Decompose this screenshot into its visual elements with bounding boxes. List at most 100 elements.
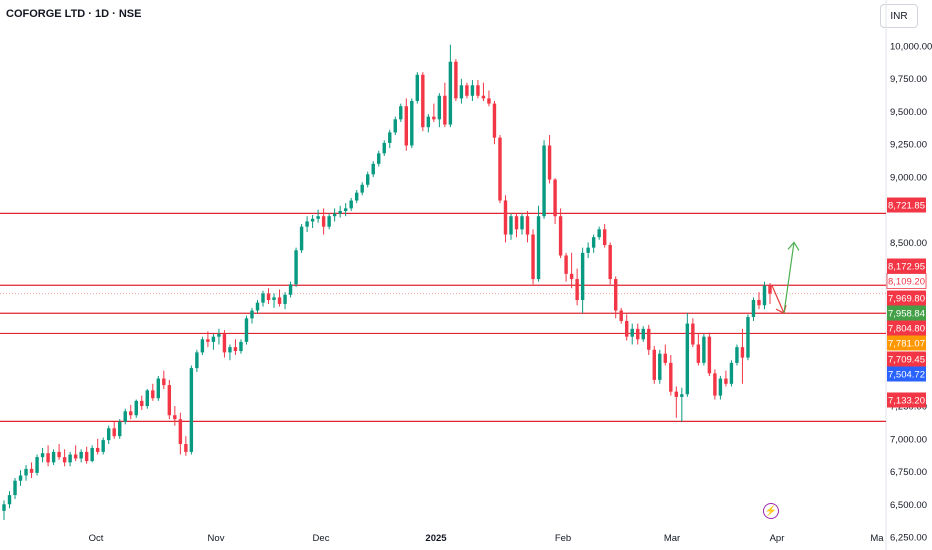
candle[interactable] xyxy=(7,491,12,509)
candle[interactable] xyxy=(349,197,353,211)
candle[interactable] xyxy=(162,370,166,390)
candle[interactable] xyxy=(151,383,155,401)
candle[interactable] xyxy=(443,82,447,128)
candle[interactable] xyxy=(184,436,188,456)
candle[interactable] xyxy=(343,203,348,217)
candle[interactable] xyxy=(35,454,39,476)
candle[interactable] xyxy=(173,406,177,426)
candle[interactable] xyxy=(503,195,508,243)
candle[interactable] xyxy=(487,90,491,107)
symbol-title[interactable]: COFORGE LTD · 1D · NSE xyxy=(6,8,142,20)
candle[interactable] xyxy=(498,135,502,204)
candle[interactable] xyxy=(707,332,712,376)
candle[interactable] xyxy=(421,72,425,132)
candle[interactable] xyxy=(658,349,662,384)
candle[interactable] xyxy=(586,242,590,259)
candle[interactable] xyxy=(630,323,634,345)
candle[interactable] xyxy=(619,307,623,324)
candle[interactable] xyxy=(79,449,83,463)
candle[interactable] xyxy=(112,421,116,439)
candle[interactable] xyxy=(377,150,381,167)
candle[interactable] xyxy=(360,182,364,196)
candle[interactable] xyxy=(751,297,756,321)
candle[interactable] xyxy=(90,445,94,463)
candle[interactable] xyxy=(327,213,331,230)
candle[interactable] xyxy=(321,208,326,235)
event-bolt-icon[interactable]: ⚡ xyxy=(763,503,779,519)
candle[interactable] xyxy=(261,290,265,307)
candle[interactable] xyxy=(244,315,249,345)
candle[interactable] xyxy=(250,307,254,324)
candle[interactable] xyxy=(437,93,442,128)
candle[interactable] xyxy=(399,103,403,122)
candle[interactable] xyxy=(84,446,89,464)
candle[interactable] xyxy=(118,419,122,439)
candle[interactable] xyxy=(663,344,668,366)
candle[interactable] xyxy=(602,224,607,248)
candle[interactable] xyxy=(167,379,172,420)
candle[interactable] xyxy=(393,116,397,136)
candle[interactable] xyxy=(283,292,287,310)
candle[interactable] xyxy=(134,399,138,418)
candle[interactable] xyxy=(580,247,585,314)
candle[interactable] xyxy=(746,314,750,361)
candle[interactable] xyxy=(729,360,734,387)
candle[interactable] xyxy=(305,216,309,232)
candle[interactable] xyxy=(101,437,105,455)
candle[interactable] xyxy=(492,100,497,145)
candle[interactable] xyxy=(123,408,127,425)
candle[interactable] xyxy=(647,324,651,356)
candle[interactable] xyxy=(277,289,282,307)
candle[interactable] xyxy=(685,313,690,397)
candle[interactable] xyxy=(129,404,133,420)
candle[interactable] xyxy=(29,462,34,479)
candle[interactable] xyxy=(13,478,17,500)
candle[interactable] xyxy=(338,205,342,218)
candle[interactable] xyxy=(718,375,723,400)
candle[interactable] xyxy=(354,190,359,204)
candle[interactable] xyxy=(569,252,574,289)
candle[interactable] xyxy=(613,276,618,319)
candle[interactable] xyxy=(200,336,205,356)
candle[interactable] xyxy=(476,80,480,99)
candle[interactable] xyxy=(481,82,486,101)
projection-up-arrow[interactable] xyxy=(783,242,795,314)
candle[interactable] xyxy=(288,281,293,298)
candle[interactable] xyxy=(371,161,375,177)
candle[interactable] xyxy=(762,281,767,310)
candle[interactable] xyxy=(18,470,23,486)
candle[interactable] xyxy=(382,140,386,156)
candle[interactable] xyxy=(597,226,601,240)
candle[interactable] xyxy=(432,103,436,122)
candle[interactable] xyxy=(211,334,216,350)
candle[interactable] xyxy=(641,326,645,342)
candle[interactable] xyxy=(239,339,243,354)
candle[interactable] xyxy=(591,234,596,253)
candle[interactable] xyxy=(332,208,337,222)
candle[interactable] xyxy=(228,344,232,361)
candle[interactable] xyxy=(558,208,563,259)
candle[interactable] xyxy=(95,438,100,455)
candle[interactable] xyxy=(547,135,552,184)
candle[interactable] xyxy=(465,82,469,99)
candle[interactable] xyxy=(410,98,414,149)
candle[interactable] xyxy=(255,300,260,314)
candle[interactable] xyxy=(233,339,238,356)
candle[interactable] xyxy=(272,293,276,308)
projection-down-arrow[interactable] xyxy=(771,285,785,314)
candle[interactable] xyxy=(454,59,458,101)
candle[interactable] xyxy=(625,314,629,341)
candle[interactable] xyxy=(62,449,67,467)
candle[interactable] xyxy=(696,334,701,366)
candle[interactable] xyxy=(636,323,640,345)
candle[interactable] xyxy=(404,98,408,151)
candle[interactable] xyxy=(713,369,717,400)
candle[interactable] xyxy=(525,210,530,243)
candle[interactable] xyxy=(68,451,72,467)
candle[interactable] xyxy=(46,445,50,467)
candle[interactable] xyxy=(542,140,546,219)
candle[interactable] xyxy=(310,214,315,228)
candle[interactable] xyxy=(514,213,519,238)
candle[interactable] xyxy=(106,425,111,445)
candle[interactable] xyxy=(553,178,557,225)
